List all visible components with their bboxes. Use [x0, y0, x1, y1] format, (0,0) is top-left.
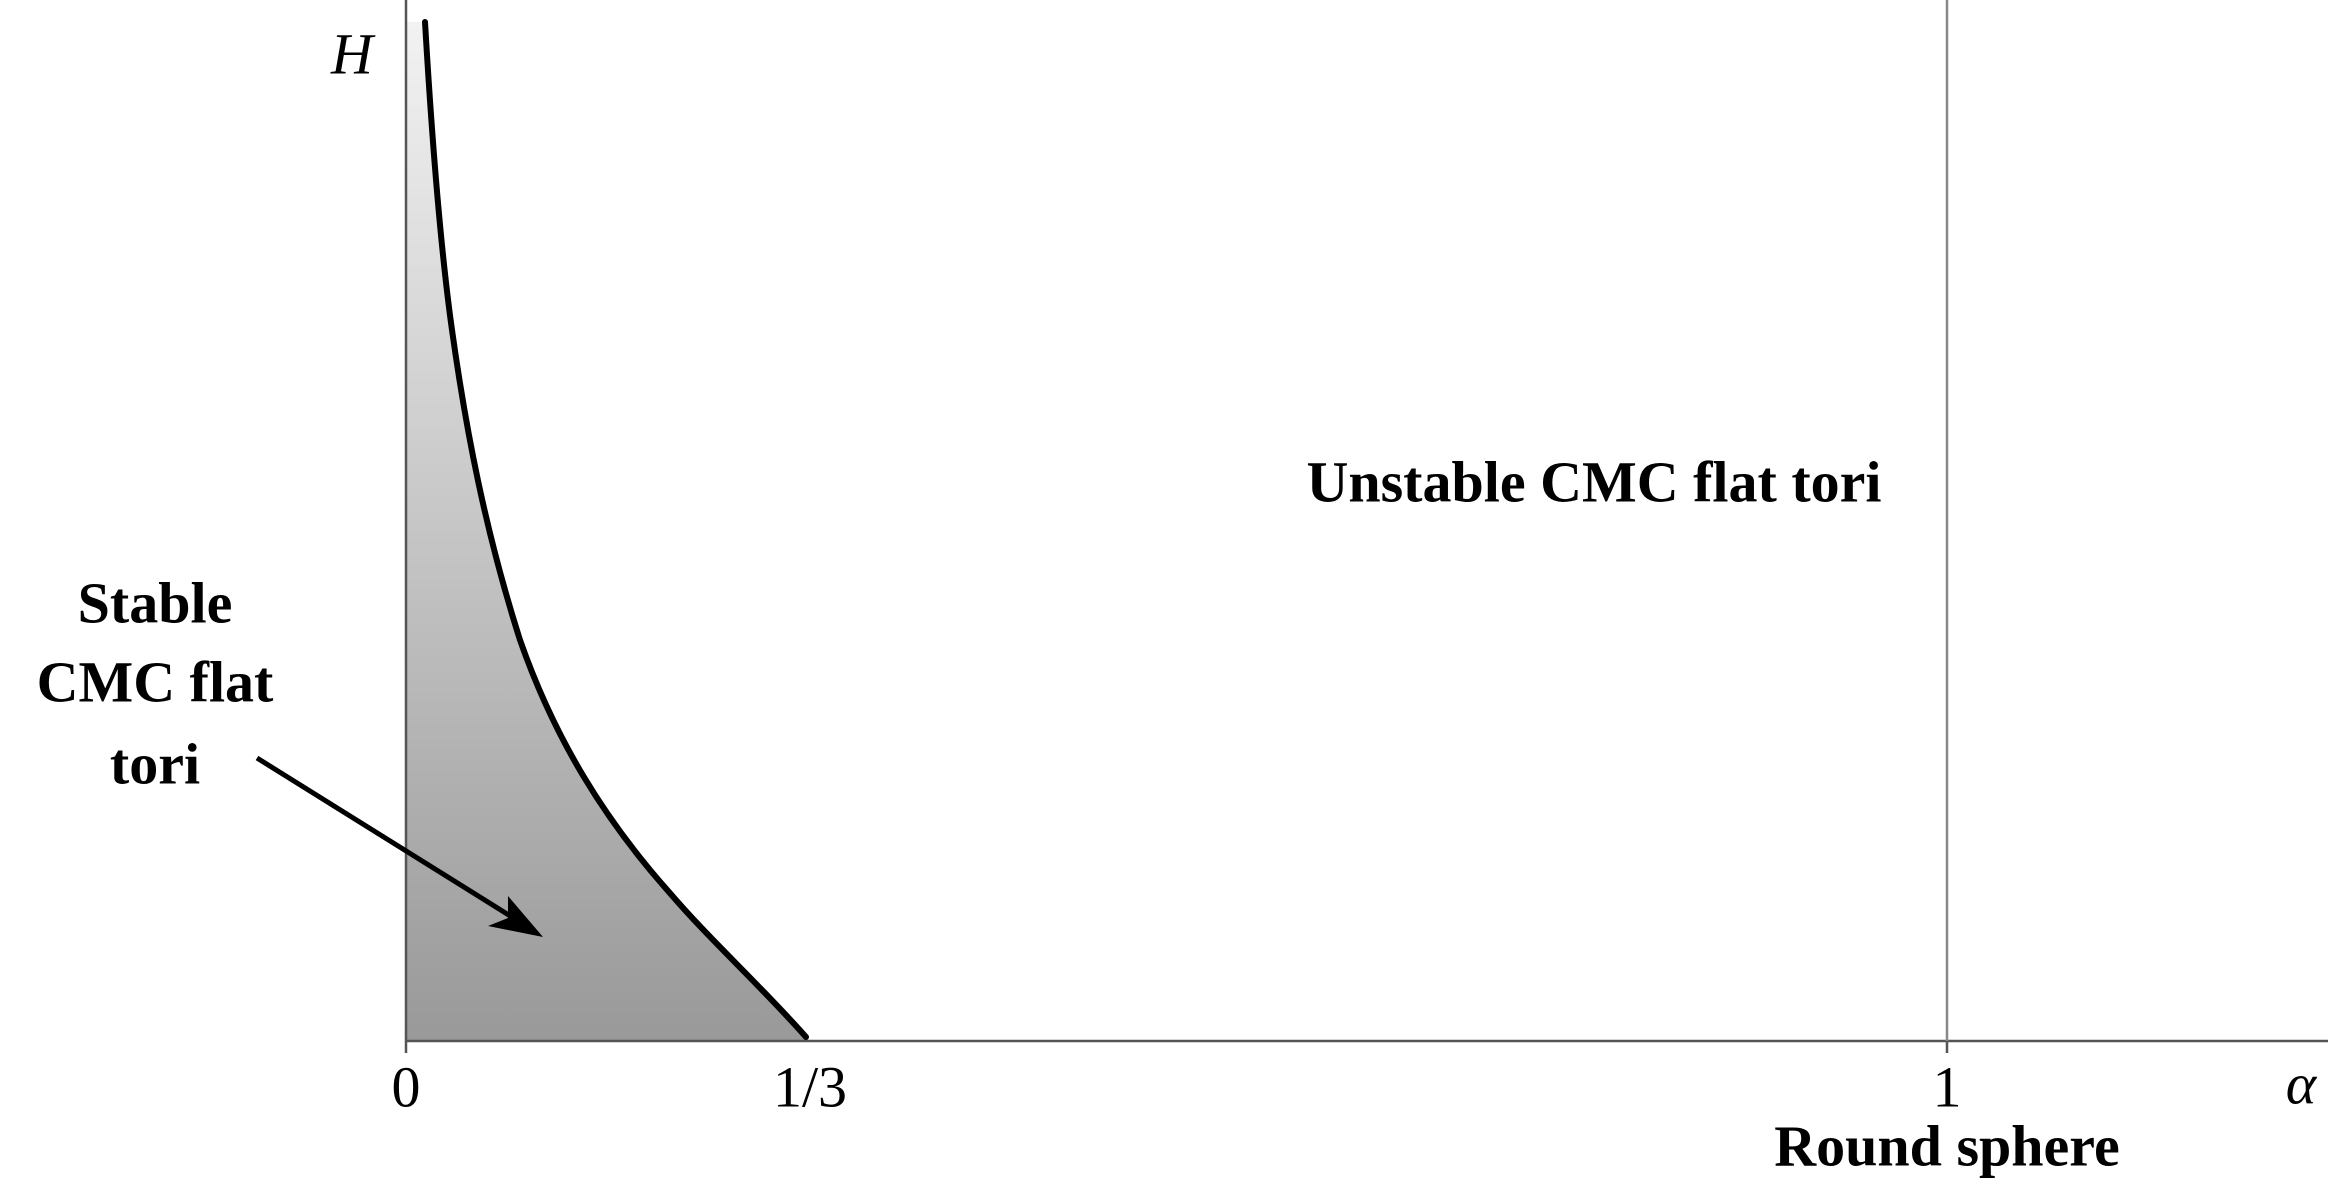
stable-label: CMC flat	[37, 649, 274, 714]
y-axis-label: H	[330, 21, 376, 86]
arrow-shaft	[255, 755, 522, 925]
stable-region	[406, 22, 806, 1041]
stable-label: Stable	[78, 570, 233, 635]
stability-curve	[422, 19, 809, 1040]
arrow-head	[488, 896, 543, 937]
unstable-label: Unstable CMC flat tori	[1306, 449, 1881, 514]
x-tick-label: 1	[1933, 1054, 1962, 1119]
stable-label: tori	[110, 731, 200, 796]
x-tick-label: 1/3	[773, 1054, 847, 1119]
x-axis-label: α	[2286, 1051, 2318, 1116]
x-tick-label: 0	[392, 1054, 421, 1119]
round-sphere-label: Round sphere	[1774, 1113, 2119, 1178]
